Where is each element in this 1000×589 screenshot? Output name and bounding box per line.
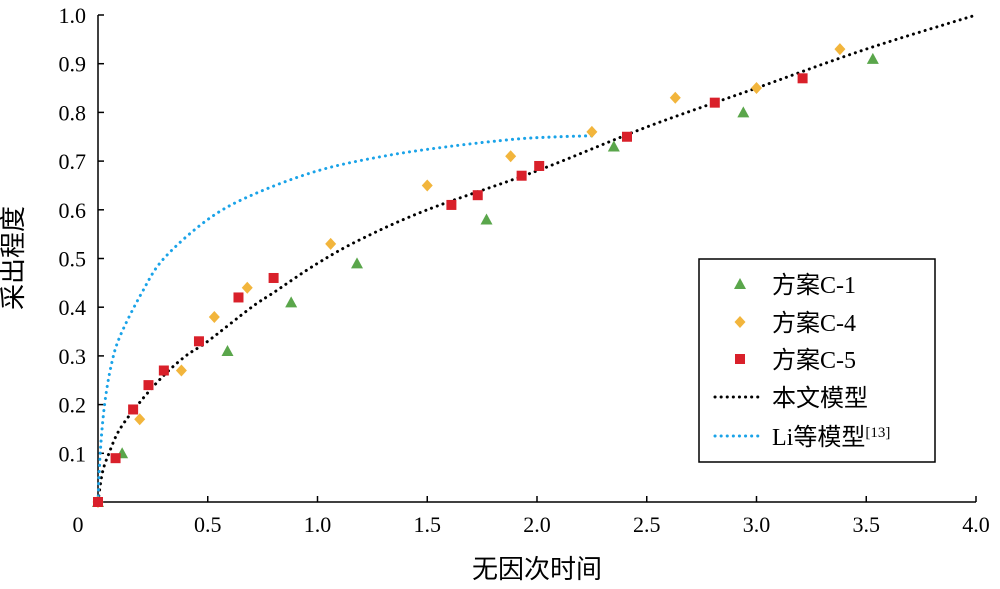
y-tick-label: 0.9	[59, 52, 87, 77]
y-tick-label: 0.8	[59, 100, 87, 125]
point-diamond	[325, 237, 337, 250]
point-triangle	[285, 296, 298, 308]
x-tick-label: 2.5	[633, 512, 661, 537]
x-tick-label: 2.0	[523, 512, 551, 537]
point-triangle	[607, 140, 620, 152]
legend-label: 本文模型	[772, 385, 868, 412]
point-square	[534, 160, 545, 171]
point-square	[128, 404, 139, 415]
point-square	[516, 170, 527, 181]
point-diamond	[208, 310, 220, 323]
y-tick-label: 0.7	[59, 149, 87, 174]
x-axis-title: 无因次时间	[472, 555, 602, 584]
legend-marker	[734, 316, 746, 328]
point-diamond	[175, 364, 187, 377]
point-diamond	[669, 91, 681, 104]
point-diamond	[505, 150, 517, 163]
x-tick-label: 1.0	[304, 512, 332, 537]
x-tick-label: 1.5	[414, 512, 442, 537]
point-diamond	[241, 281, 253, 294]
point-square	[446, 199, 457, 210]
point-triangle	[480, 213, 493, 225]
y-tick-label: 0.1	[59, 441, 87, 466]
point-square	[709, 97, 720, 108]
point-square	[110, 453, 121, 464]
y-axis-title: 采出程度	[0, 206, 28, 310]
y-tick-label: 0.6	[59, 198, 87, 223]
point-square	[797, 73, 808, 84]
y-tick-label: 0.4	[59, 295, 87, 320]
y-tick-label: 0.3	[59, 344, 87, 369]
legend-marker	[735, 354, 745, 364]
point-diamond	[134, 413, 146, 426]
point-triangle	[351, 257, 364, 269]
x-tick-label: 3.5	[853, 512, 881, 537]
y-tick-label: 0.5	[59, 247, 87, 272]
legend-marker	[734, 278, 746, 289]
legend-label: 方案C-1	[772, 272, 856, 299]
x-tick-label: 3.0	[743, 512, 771, 537]
point-square	[158, 365, 169, 376]
point-triangle	[737, 106, 750, 118]
point-square	[268, 272, 279, 283]
point-square	[143, 380, 154, 391]
point-diamond	[751, 82, 762, 95]
x-tick-label: 0	[73, 512, 84, 537]
point-square	[621, 131, 632, 142]
point-diamond	[421, 179, 433, 192]
point-diamond	[834, 43, 846, 56]
legend-label: 方案C-4	[772, 310, 856, 337]
legend-label-superscript: [13]	[865, 425, 890, 441]
point-diamond	[586, 125, 598, 138]
point-square	[472, 190, 483, 201]
x-tick-label: 0.5	[194, 512, 222, 537]
point-triangle	[866, 52, 879, 64]
point-triangle	[221, 345, 234, 357]
point-square	[93, 497, 103, 507]
axes: 0 0.5 1.0 1.5 2.0 2.5 3.0 3.5 4.0 0.1 0.2 0.3 0.4 0.5…	[59, 3, 990, 537]
y-tick-label: 0.2	[59, 393, 87, 418]
data-markers	[92, 43, 879, 508]
y-tick-label: 1.0	[59, 3, 87, 28]
curve-li-model	[96, 134, 594, 504]
point-square	[193, 336, 204, 347]
point-square	[233, 292, 244, 303]
legend-label: 方案C-5	[772, 347, 856, 374]
x-tick-label: 4.0	[962, 512, 990, 537]
